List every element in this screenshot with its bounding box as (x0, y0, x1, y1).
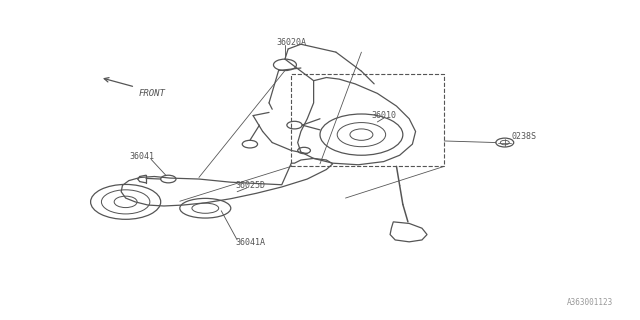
Text: 36010: 36010 (371, 111, 396, 120)
Text: A363001123: A363001123 (567, 298, 613, 307)
Text: 36041A: 36041A (235, 238, 265, 247)
Text: 36041: 36041 (129, 152, 154, 161)
Text: FRONT: FRONT (138, 89, 165, 98)
Text: 36025D: 36025D (235, 181, 265, 190)
Bar (291, 74, 444, 166)
Text: 36020A: 36020A (276, 38, 307, 47)
Text: 0238S: 0238S (511, 132, 536, 141)
